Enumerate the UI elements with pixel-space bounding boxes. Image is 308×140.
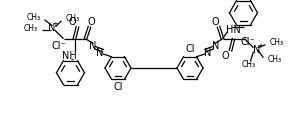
Text: CH₃: CH₃ bbox=[26, 13, 40, 22]
Text: CH₃: CH₃ bbox=[241, 60, 256, 69]
Text: Cl⁻: Cl⁻ bbox=[51, 41, 66, 51]
Text: Cl⁻: Cl⁻ bbox=[240, 37, 255, 47]
Text: O: O bbox=[212, 17, 219, 27]
Text: CH₃: CH₃ bbox=[66, 14, 80, 23]
Text: N: N bbox=[96, 48, 104, 58]
Text: N: N bbox=[204, 48, 212, 58]
Text: CH₃: CH₃ bbox=[268, 55, 282, 64]
Text: Cl: Cl bbox=[185, 44, 195, 54]
Text: Cl: Cl bbox=[113, 82, 123, 92]
Text: O: O bbox=[69, 17, 76, 27]
Text: N: N bbox=[48, 23, 55, 33]
Text: O: O bbox=[88, 17, 95, 27]
Text: NH: NH bbox=[62, 51, 77, 61]
Text: HN: HN bbox=[226, 25, 241, 35]
Text: N: N bbox=[212, 41, 219, 51]
Text: CH₃: CH₃ bbox=[270, 38, 284, 47]
Text: N: N bbox=[89, 41, 96, 51]
Text: +: + bbox=[257, 43, 263, 49]
Text: CH₃: CH₃ bbox=[23, 24, 38, 33]
Text: N: N bbox=[253, 45, 260, 55]
Text: O: O bbox=[222, 51, 229, 61]
Text: +: + bbox=[53, 21, 59, 27]
